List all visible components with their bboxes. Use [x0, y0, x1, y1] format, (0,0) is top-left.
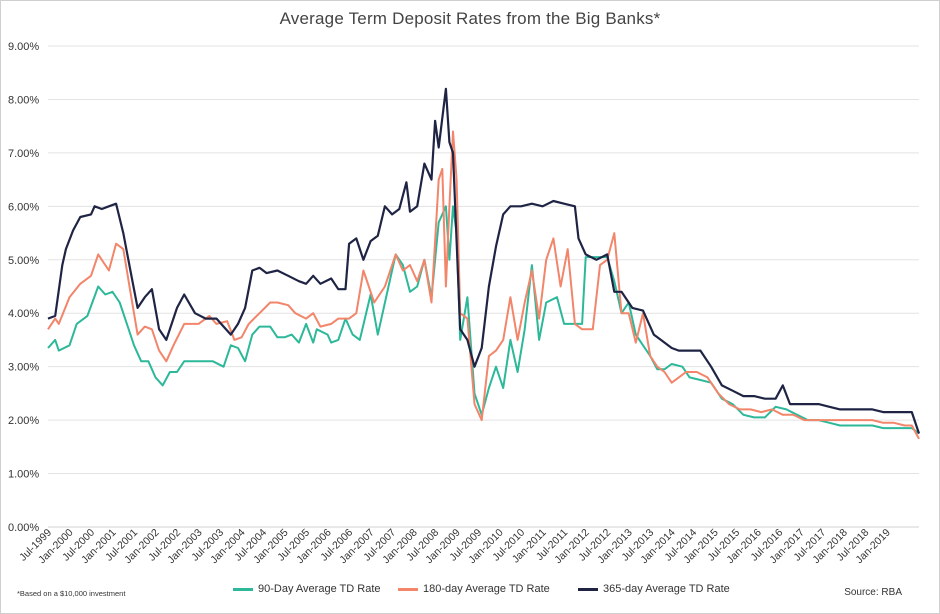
legend-item-180-day: 180-day Average TD Rate — [398, 583, 550, 595]
legend-item-365-day: 365-day Average TD Rate — [578, 583, 730, 595]
legend-label-365-day: 365-day Average TD Rate — [603, 583, 730, 595]
y-tick-label: 9.00% — [8, 41, 39, 53]
y-axis-ticks: 0.00% 1.00% 2.00% 3.00% 4.00% 5.00% 6.00% 7.00%… — [8, 41, 39, 534]
legend-label-180-day: 180-day Average TD Rate — [423, 583, 550, 595]
legend-swatch-180-day — [398, 587, 418, 591]
y-tick-label: 2.00% — [8, 415, 39, 427]
legend-item-90-day: 90-Day Average TD Rate — [233, 583, 381, 595]
series-line-90-day — [47, 205, 920, 435]
series-line-180-day — [47, 130, 920, 440]
y-tick-label: 7.00% — [8, 148, 39, 160]
y-tick-label: 1.00% — [8, 469, 39, 481]
x-axis-ticks: Jul-1999Jan-2000Jul-2000Jan-2001Jul-2001… — [17, 527, 893, 567]
legend-swatch-90-day — [233, 587, 253, 591]
y-tick-label: 4.00% — [8, 308, 39, 320]
legend-swatch-365-day — [578, 587, 598, 591]
legend-label-90-day: 90-Day Average TD Rate — [258, 583, 381, 595]
y-tick-label: 5.00% — [8, 255, 39, 267]
y-tick-label: 8.00% — [8, 94, 39, 106]
y-tick-label: 6.00% — [8, 201, 39, 213]
legend: 90-Day Average TD Rate 180-day Average T… — [0, 583, 940, 603]
footnote: *Based on a $10,000 investment — [17, 589, 126, 598]
series-lines — [47, 87, 921, 440]
y-tick-label: 0.00% — [8, 522, 39, 534]
source-note: Source: RBA — [844, 587, 902, 598]
chart-title: Average Term Deposit Rates from the Big … — [279, 9, 661, 28]
grid-lines — [48, 45, 919, 528]
series-line-365-day — [47, 87, 921, 434]
y-tick-label: 3.00% — [8, 362, 39, 374]
